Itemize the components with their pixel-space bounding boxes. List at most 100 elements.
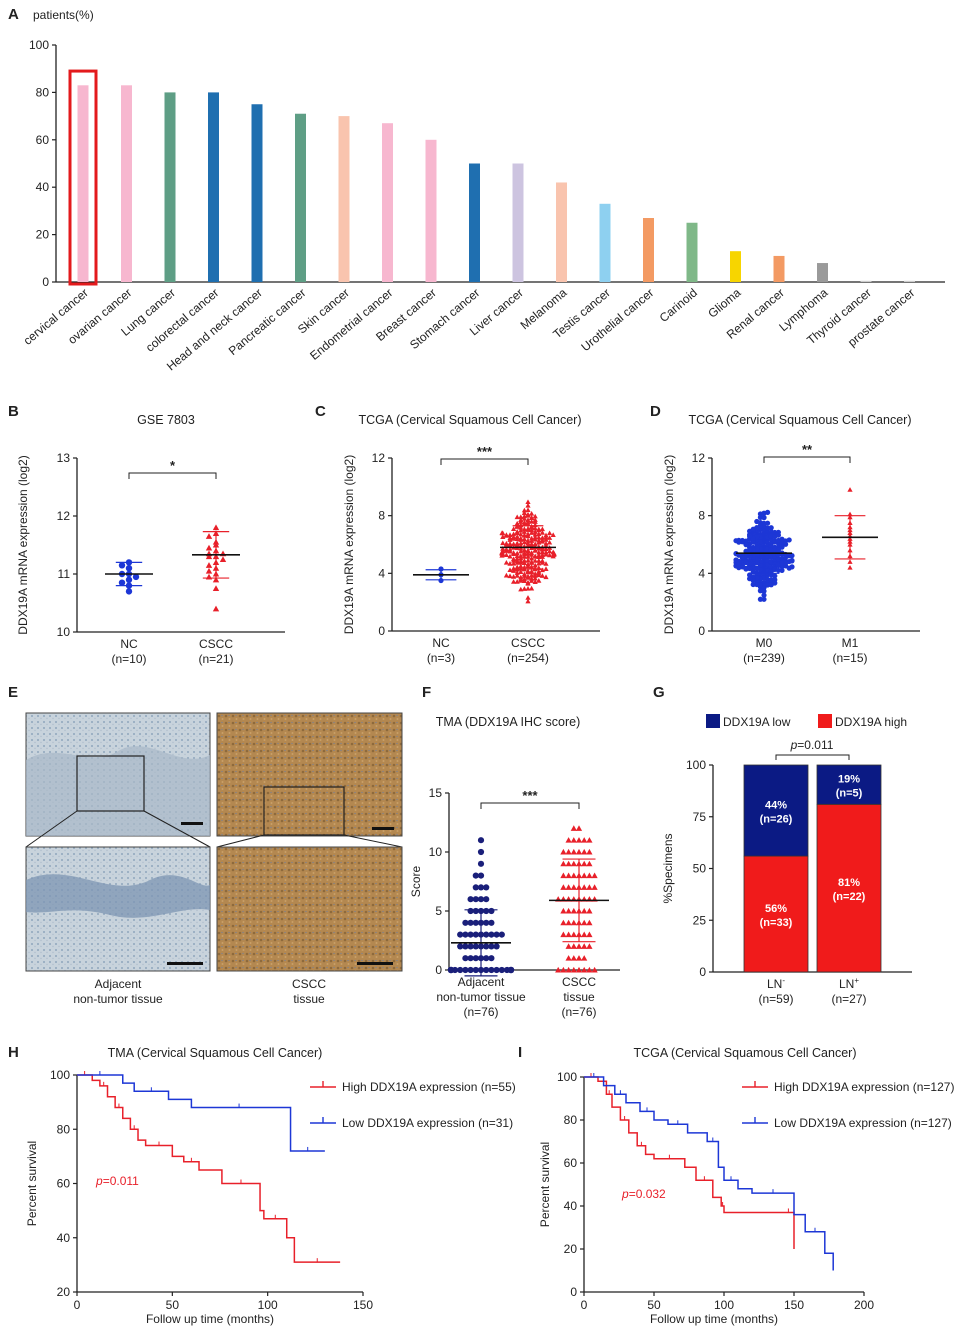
panel-d-point-m0 (750, 581, 756, 588)
bar-high-ln-pos (816, 803, 882, 973)
panel-d-point-m0 (747, 576, 753, 582)
panel-c-y-tick-label: 0 (378, 624, 385, 638)
panel-b-point-nc (118, 562, 126, 569)
panel-c-point-cscc (511, 551, 517, 556)
panel-i-km-high (584, 1076, 795, 1249)
panel-g-y-tick-label: 100 (686, 758, 706, 772)
panel-c-point-cscc (532, 534, 538, 540)
pvalue-p: p (790, 738, 798, 752)
panel-f-y-tick-label: 15 (429, 786, 443, 800)
panel-g-y-tick-label: 0 (699, 965, 706, 979)
bar-high-count: (n=22) (833, 891, 866, 903)
legend-swatch-high (818, 714, 832, 728)
bar-low-pct: 44% (765, 800, 787, 812)
panel-b-point-cscc (205, 553, 213, 560)
panel-i-y-tick-label: 100 (557, 1070, 577, 1084)
panel-d-point-m0 (789, 553, 795, 559)
panel-d-point-m0 (783, 541, 789, 547)
panel-d-title: TCGA (Cervical Squamous Cell Cancer) (689, 413, 912, 427)
panel-f-point-cscc (565, 907, 572, 914)
panel-f-point-adjacent (472, 931, 479, 938)
bar-low-pct: 19% (838, 774, 860, 786)
panel-f-point-cscc (570, 825, 577, 831)
panel-f-point-cscc (581, 907, 588, 914)
bar-renal-cancer (773, 255, 785, 282)
panel-g-x-label-main: LN (767, 977, 782, 991)
panel-f-group-n: (n=76) (561, 1005, 596, 1019)
panel-c-point-cscc (543, 566, 549, 571)
panel-label-f: F (422, 684, 431, 701)
panel-d-point-m0 (743, 559, 749, 566)
panel-f-y-tick-label: 10 (429, 845, 443, 859)
panel-c-point-cscc (532, 571, 538, 576)
panel-f-point-cscc (565, 966, 572, 973)
panel-f-point-cscc (570, 860, 577, 867)
panel-c-point-cscc (511, 557, 517, 563)
panel-h-km-high (77, 1074, 341, 1263)
panel-c-point-cscc (525, 507, 531, 513)
panel-g-x-n: (n=59) (758, 992, 793, 1006)
panel-f-point-cscc (570, 907, 577, 914)
panel-c-sig-stars: *** (477, 444, 493, 459)
panel-f-point-cscc (581, 931, 588, 938)
panel-c-point-cscc (521, 547, 527, 552)
panel-d-point-m0 (789, 557, 795, 564)
panel-f-point-adjacent (462, 955, 469, 962)
panel-c-point-cscc (529, 564, 535, 569)
panel-g-x-label-main: LN (839, 977, 854, 991)
bar-low-count: (n=26) (760, 814, 793, 826)
panel-h-x-tick-label: 150 (353, 1298, 373, 1312)
bar-endometrial-cancer (382, 123, 393, 283)
panel-f-point-adjacent (467, 907, 474, 915)
panel-i-km-low (584, 1076, 834, 1271)
panel-a-x-tick-label: Pancreatic cancer (226, 286, 309, 358)
panel-d-y-tick-label: 0 (698, 624, 705, 638)
panel-f-point-cscc (586, 848, 593, 855)
panel-c-point-cscc (511, 531, 517, 537)
panel-f-point-cscc (581, 966, 588, 973)
panel-d-point-m0 (779, 567, 785, 573)
panel-c-sig-bracket (440, 458, 529, 465)
panel-f-scatter: TMA (DDX19A IHC score) Score 0 5 10 15 Adjacen… (409, 715, 620, 1019)
panel-c-point-cscc (529, 560, 535, 565)
panel-d-group-label: M1 (842, 636, 859, 650)
panel-c-point-cscc (518, 576, 524, 582)
panel-f-point-cscc (581, 860, 588, 867)
adjacent-scale-bar-top (181, 822, 203, 825)
panel-a-y-label: patients(%) (33, 8, 94, 22)
panel-g-y-tick-label: 75 (693, 810, 707, 824)
panel-h-y-tick-label: 60 (57, 1177, 71, 1191)
panel-b-y-tick-label: 11 (58, 567, 71, 581)
panel-f-point-cscc (565, 884, 572, 890)
panel-a-y-tick-label: 100 (29, 38, 49, 52)
panel-d-point-m0 (768, 525, 774, 531)
panel-c-point-cscc (532, 575, 538, 581)
panel-c-group-label: CSCC (511, 636, 545, 650)
panel-f-point-cscc (570, 837, 577, 843)
panel-f-y-tick-label: 0 (435, 963, 442, 977)
legend-swatch-low (706, 714, 720, 728)
panel-b-group-n: (n=21) (198, 652, 233, 666)
panel-f-point-cscc (586, 907, 593, 914)
panel-c-point-cscc (536, 549, 542, 555)
panel-b-y-tick-label: 12 (57, 509, 71, 523)
panel-c-point-cscc (521, 526, 527, 532)
panel-d-point-m0 (757, 596, 764, 602)
panel-i-x-tick-label: 0 (581, 1298, 588, 1312)
panel-f-group-n: (n=76) (463, 1005, 498, 1019)
panel-c-point-cscc (503, 559, 509, 565)
panel-c-point-cscc (539, 573, 545, 578)
panel-f-point-cscc (560, 931, 567, 938)
panel-f-point-adjacent (472, 896, 479, 903)
panel-f-point-cscc (581, 943, 588, 949)
panel-c-point-cscc (547, 530, 553, 536)
panel-label-d: D (650, 403, 661, 420)
panel-f-group-label: CSCC (562, 975, 596, 989)
panel-a-x-tick-label: colorectal cancer (143, 286, 221, 355)
panel-d-group-label: M0 (756, 636, 773, 650)
panel-i-y-tick-label: 80 (564, 1113, 578, 1127)
panel-a-x-tick-label: Carinoid (657, 286, 700, 325)
bar-melanoma (556, 182, 567, 282)
panel-b-point-cscc (205, 562, 213, 568)
